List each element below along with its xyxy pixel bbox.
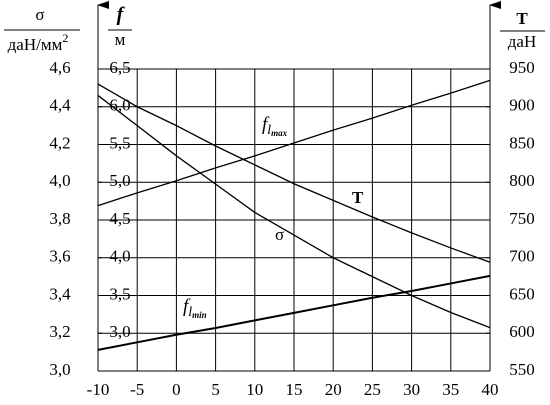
y3-tick-label: 650 bbox=[509, 284, 535, 303]
y2-tick-label: 5,5 bbox=[109, 133, 130, 152]
x-tick-label: -10 bbox=[87, 380, 110, 399]
unit: даН/мм bbox=[8, 35, 63, 54]
series-line bbox=[97, 79, 491, 207]
y2-axis-denominator: м bbox=[115, 30, 126, 49]
y-tick-label: 4,6 bbox=[49, 58, 70, 77]
label-subsubscript: min bbox=[192, 310, 207, 320]
y3-tick-label: 900 bbox=[509, 96, 535, 115]
y-axis-denominator: даН/мм2 bbox=[8, 31, 69, 54]
y-tick-label: 4,4 bbox=[49, 96, 71, 115]
series-label: σ bbox=[275, 225, 284, 244]
y-tick-label: 3,2 bbox=[49, 322, 70, 341]
label-name: σ bbox=[275, 225, 284, 244]
y3-tick-label: 700 bbox=[509, 247, 535, 266]
y-tick-label: 4,2 bbox=[49, 133, 70, 152]
y2-tick-label: 3,0 bbox=[109, 322, 130, 341]
label-name: T bbox=[352, 188, 364, 207]
y3-tick-label: 950 bbox=[509, 58, 535, 77]
y-tick-label: 3,4 bbox=[49, 284, 71, 303]
x-tick-label: 0 bbox=[172, 380, 181, 399]
series-line bbox=[97, 94, 491, 329]
y2-tick-label: 5,0 bbox=[109, 171, 130, 190]
y3-axis-denominator: даН bbox=[508, 32, 536, 51]
y2-tick-label: 4,5 bbox=[109, 209, 130, 228]
x-tick-label: -5 bbox=[130, 380, 144, 399]
series-label: T bbox=[352, 188, 364, 207]
y2-tick-label: 6,5 bbox=[109, 58, 130, 77]
y-tick-label: 4,0 bbox=[49, 171, 70, 190]
series-label: flmin bbox=[183, 296, 207, 320]
x-tick-label: 20 bbox=[325, 380, 342, 399]
y2-tick-label: 4,0 bbox=[109, 247, 130, 266]
y2-tick-label: 3,5 bbox=[109, 284, 130, 303]
y3-tick-label: 850 bbox=[509, 133, 535, 152]
label-name: f bbox=[183, 296, 191, 317]
y3-tick-label: 600 bbox=[509, 322, 535, 341]
x-tick-label: 15 bbox=[286, 380, 303, 399]
series-label: flmax bbox=[262, 114, 288, 138]
label-name: f bbox=[262, 114, 270, 135]
label-subscript: l bbox=[188, 305, 192, 320]
x-tick-label: 35 bbox=[442, 380, 459, 399]
y-axis-numerator: σ bbox=[35, 5, 44, 24]
y-tick-label: 3,6 bbox=[49, 247, 70, 266]
x-tick-label: 30 bbox=[403, 380, 420, 399]
y-tick-label: 3,8 bbox=[49, 209, 70, 228]
x-tick-label: 40 bbox=[482, 380, 499, 399]
exponent: 2 bbox=[62, 31, 68, 45]
series-line bbox=[97, 83, 491, 263]
y3-tick-label: 800 bbox=[509, 171, 535, 190]
label-subsubscript: max bbox=[271, 128, 288, 138]
y3-axis-numerator: T bbox=[516, 9, 528, 28]
x-tick-label: 10 bbox=[246, 380, 263, 399]
y-tick-label: 3,0 bbox=[49, 360, 70, 379]
series-line bbox=[97, 274, 491, 351]
y3-tick-label: 750 bbox=[509, 209, 535, 228]
y3-tick-label: 550 bbox=[509, 360, 535, 379]
label-subscript: l bbox=[267, 123, 271, 138]
y2-axis-numerator: f bbox=[117, 4, 126, 26]
x-tick-label: 5 bbox=[211, 380, 220, 399]
x-tick-label: 25 bbox=[364, 380, 381, 399]
